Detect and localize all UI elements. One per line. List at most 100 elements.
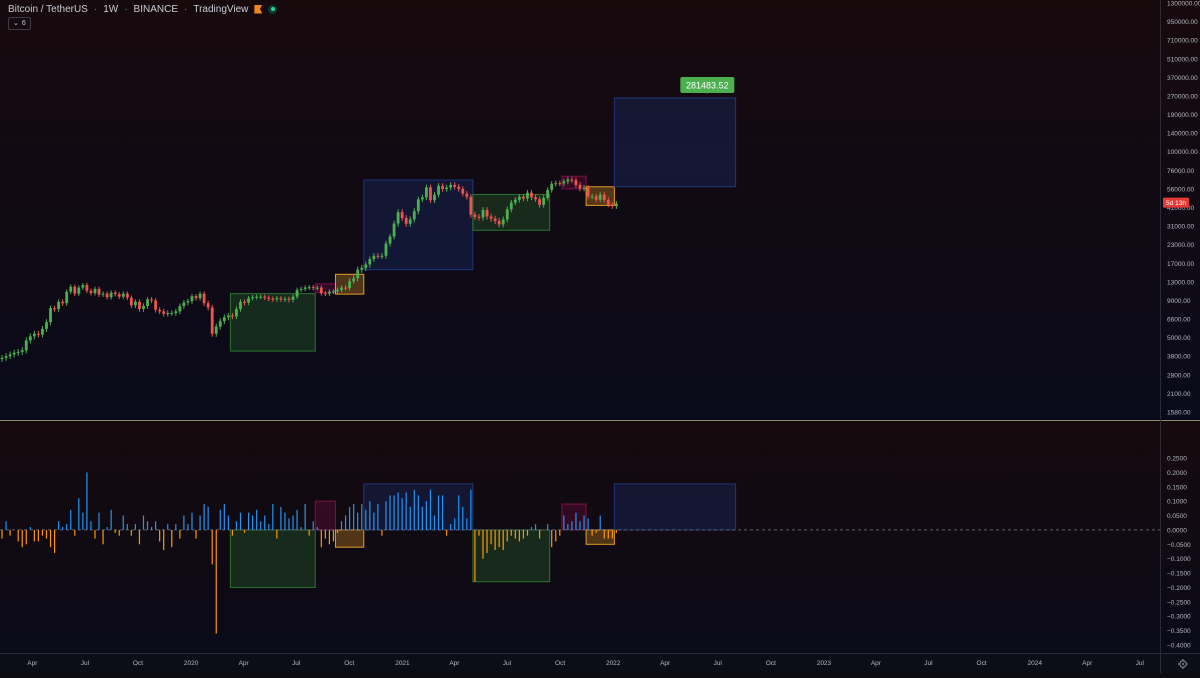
candle <box>489 213 493 222</box>
distribution-box-2020-osc[interactable] <box>314 500 336 531</box>
time-axis-label: Oct <box>344 660 354 667</box>
projection-box-2022[interactable] <box>613 97 737 188</box>
candle <box>505 206 509 223</box>
candle <box>105 291 109 300</box>
candle <box>109 290 113 300</box>
markdown-box-2021-osc[interactable] <box>585 529 615 545</box>
candle <box>610 201 614 209</box>
candle <box>481 207 485 221</box>
candle <box>400 209 404 222</box>
candle <box>235 306 238 320</box>
price-axis-label: 6600.00 <box>1167 317 1191 324</box>
candle <box>606 197 610 208</box>
price-axis-label: 76000.00 <box>1167 168 1194 175</box>
flag-icon[interactable] <box>254 4 263 14</box>
candle <box>449 182 453 191</box>
candle <box>162 308 166 317</box>
time-axis-label: Apr <box>239 660 250 667</box>
candle <box>150 297 153 304</box>
candle <box>526 190 529 202</box>
svg-text:281483.52: 281483.52 <box>686 81 729 91</box>
distribution-box-2021[interactable] <box>561 175 587 190</box>
candle <box>416 196 420 215</box>
header-separator: · <box>124 3 128 15</box>
candle <box>251 294 255 301</box>
oscillator-axis-label: 0.2500 <box>1167 456 1187 463</box>
candle <box>469 194 473 218</box>
time-axis-label: Jul <box>292 660 301 667</box>
candle <box>315 285 319 291</box>
time-axis-label: Jul <box>924 660 933 667</box>
settings-gear-icon[interactable] <box>1178 659 1188 669</box>
candle <box>538 196 541 208</box>
time-axis-label: Apr <box>1082 660 1093 667</box>
candle <box>158 307 162 315</box>
price-axis-label: 31000.00 <box>1167 224 1194 231</box>
oscillator-axis-label: −0.2000 <box>1167 585 1191 592</box>
candle <box>239 299 242 312</box>
indicator-count: 6 <box>21 20 26 27</box>
candle <box>279 296 283 302</box>
countdown-badge: 5d 13h <box>1163 197 1189 208</box>
price-axis-label: 140000.00 <box>1167 131 1198 138</box>
markdown-box-2020-osc[interactable] <box>334 529 365 548</box>
candle <box>186 298 190 306</box>
oscillator-layer <box>0 472 1160 634</box>
accumulation-box-2020-osc[interactable] <box>229 529 316 588</box>
price-axis-label: 710000.00 <box>1167 38 1198 45</box>
candle <box>590 193 594 200</box>
oscillator-axis-label: −0.2500 <box>1167 599 1191 606</box>
candle <box>182 299 186 309</box>
candle <box>283 296 287 302</box>
candle <box>93 286 97 296</box>
price-axis-label: 9000.00 <box>1167 298 1191 305</box>
interval-label[interactable]: 1W <box>103 3 119 15</box>
svg-text:5d 13h: 5d 13h <box>1166 200 1186 207</box>
symbol-name[interactable]: Bitcoin / TetherUS <box>8 3 88 15</box>
candle <box>332 289 335 295</box>
candle <box>65 289 69 306</box>
candle <box>230 312 234 320</box>
time-axis-label: Apr <box>27 660 38 667</box>
markup-box-2021[interactable] <box>363 179 474 271</box>
candle <box>493 215 497 224</box>
price-axis-label: 2800.00 <box>1167 372 1191 379</box>
price-axis-label: 510000.00 <box>1167 56 1198 63</box>
distribution-box-2021-osc[interactable] <box>561 503 587 531</box>
oscillator-axis-label: 0.1500 <box>1167 484 1187 491</box>
target-price-label[interactable]: 281483.52 <box>680 77 735 93</box>
candle <box>457 184 461 192</box>
price-axis-label: 17000.00 <box>1167 261 1194 268</box>
candle <box>562 178 566 187</box>
indicators-toggle-button[interactable]: ⌄ 6 <box>8 17 31 30</box>
candle <box>214 323 218 337</box>
candle <box>303 285 307 292</box>
candle <box>222 314 226 325</box>
candle <box>594 193 598 203</box>
labels-layer: 281483.52 5d 13h <box>680 77 1189 208</box>
candle <box>424 184 428 201</box>
accumulation-box-2021-osc[interactable] <box>472 529 551 583</box>
price-axis-label: 370000.00 <box>1167 75 1198 82</box>
candle <box>307 284 311 290</box>
time-axis-label: Jul <box>714 660 723 667</box>
oscillator-axis-label: −0.1000 <box>1167 556 1191 563</box>
candle <box>437 183 440 198</box>
time-axis-label: Oct <box>555 660 565 667</box>
candle <box>441 183 444 192</box>
oscillator-axis-label: −0.3500 <box>1167 628 1191 635</box>
chart-header-legend[interactable]: Bitcoin / TetherUS · 1W · BINANCE · Trad… <box>8 2 278 16</box>
candle <box>4 353 8 361</box>
candle <box>41 325 44 338</box>
candle <box>36 330 40 338</box>
price-axis-label: 3800.00 <box>1167 354 1191 361</box>
candle <box>174 308 178 316</box>
source-label: TradingView <box>193 3 249 15</box>
time-axis-label: Apr <box>660 660 671 667</box>
candle <box>433 192 436 203</box>
candle <box>28 333 32 344</box>
candle <box>247 296 250 306</box>
projection-box-2022-osc[interactable] <box>613 483 737 531</box>
